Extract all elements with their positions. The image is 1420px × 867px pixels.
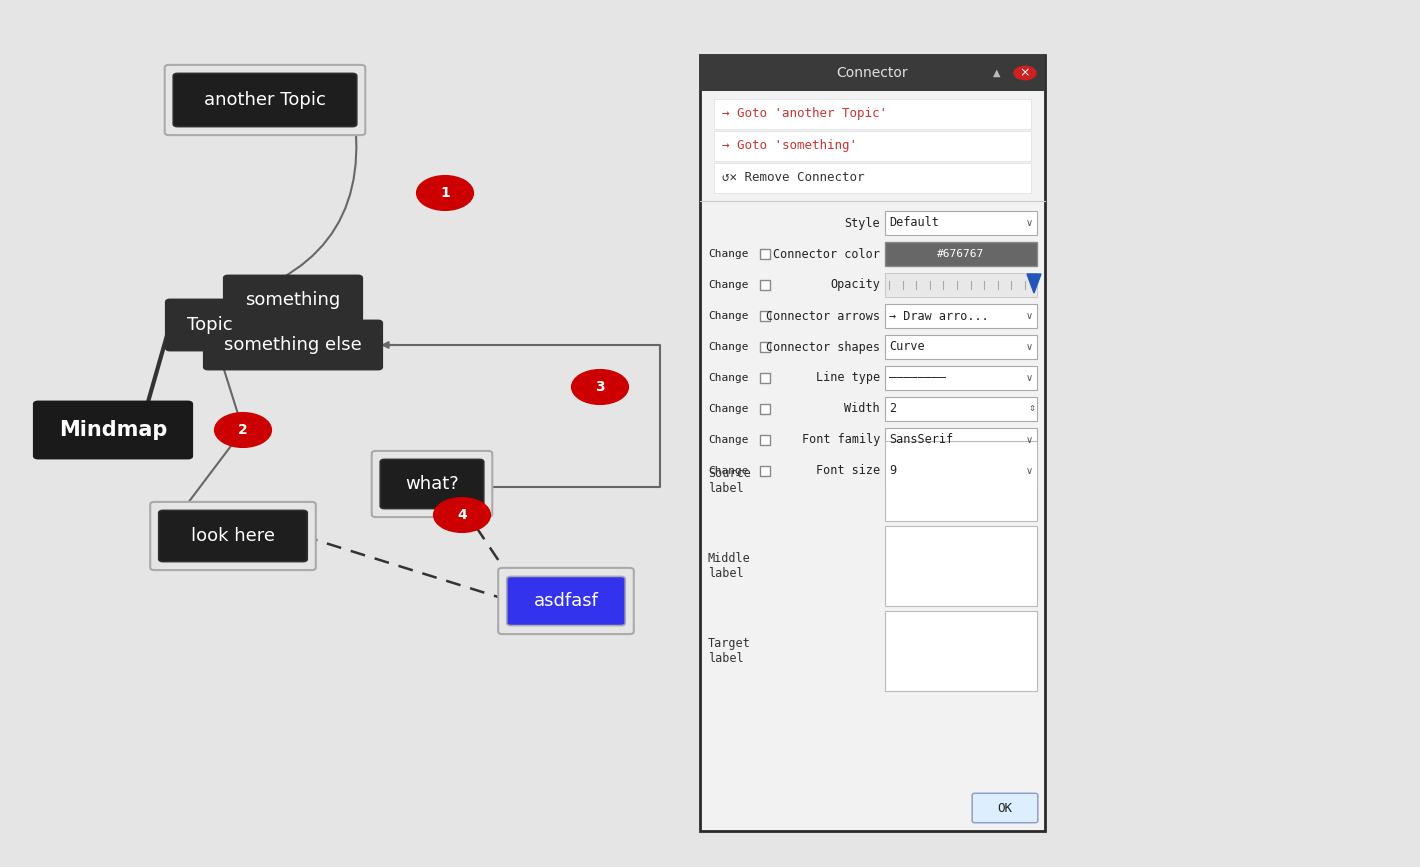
Text: Width: Width xyxy=(845,402,880,415)
Text: ∨: ∨ xyxy=(1025,435,1032,445)
Text: ∨: ∨ xyxy=(1025,218,1032,228)
FancyBboxPatch shape xyxy=(760,404,770,414)
FancyBboxPatch shape xyxy=(885,273,1037,297)
Text: 9: 9 xyxy=(889,465,896,478)
FancyBboxPatch shape xyxy=(372,451,493,517)
Text: what?: what? xyxy=(405,475,459,493)
Text: Mindmap: Mindmap xyxy=(58,420,168,440)
Text: ∨: ∨ xyxy=(1025,311,1032,321)
FancyBboxPatch shape xyxy=(224,276,362,324)
Text: something else: something else xyxy=(224,336,362,354)
FancyBboxPatch shape xyxy=(34,401,192,459)
Text: → Goto 'something': → Goto 'something' xyxy=(721,140,858,153)
Text: Change: Change xyxy=(709,249,748,259)
Text: Curve: Curve xyxy=(889,341,924,354)
Text: 2: 2 xyxy=(889,402,896,415)
Text: ⇕: ⇕ xyxy=(1028,405,1035,414)
FancyBboxPatch shape xyxy=(173,74,356,127)
Polygon shape xyxy=(1027,274,1041,293)
FancyBboxPatch shape xyxy=(760,373,770,383)
Text: look here: look here xyxy=(192,527,275,545)
FancyBboxPatch shape xyxy=(885,459,1037,483)
Text: ▲: ▲ xyxy=(993,68,1001,78)
FancyBboxPatch shape xyxy=(973,793,1038,823)
Text: 3: 3 xyxy=(595,380,605,394)
Text: Line type: Line type xyxy=(816,371,880,384)
Text: 2: 2 xyxy=(239,423,248,437)
Text: Font family: Font family xyxy=(802,434,880,447)
Text: ×: × xyxy=(1020,67,1031,80)
Text: ————————: ———————— xyxy=(889,371,946,384)
Circle shape xyxy=(416,176,473,211)
FancyBboxPatch shape xyxy=(885,441,1037,521)
FancyBboxPatch shape xyxy=(885,335,1037,359)
Text: Source
label: Source label xyxy=(709,467,751,495)
Text: Change: Change xyxy=(709,342,748,352)
Text: Connector color: Connector color xyxy=(772,247,880,260)
Text: #676767: #676767 xyxy=(937,249,984,259)
FancyBboxPatch shape xyxy=(760,311,770,321)
FancyBboxPatch shape xyxy=(381,460,484,509)
Text: Opacity: Opacity xyxy=(831,278,880,291)
Circle shape xyxy=(214,413,271,447)
Text: Default: Default xyxy=(889,217,939,230)
FancyBboxPatch shape xyxy=(151,502,315,570)
FancyBboxPatch shape xyxy=(714,131,1031,161)
Text: something: something xyxy=(246,291,341,309)
Text: → Draw arro...: → Draw arro... xyxy=(889,310,988,323)
Text: Middle
label: Middle label xyxy=(709,552,751,580)
Text: Change: Change xyxy=(709,373,748,383)
Circle shape xyxy=(1014,66,1037,80)
FancyBboxPatch shape xyxy=(885,397,1037,421)
Text: Change: Change xyxy=(709,435,748,445)
Text: Topic: Topic xyxy=(187,316,233,334)
FancyBboxPatch shape xyxy=(885,611,1037,691)
FancyBboxPatch shape xyxy=(885,242,1037,266)
FancyBboxPatch shape xyxy=(159,511,307,562)
Text: ∨: ∨ xyxy=(1025,373,1032,383)
Text: Style: Style xyxy=(845,217,880,230)
FancyBboxPatch shape xyxy=(203,321,382,369)
Text: Connector shapes: Connector shapes xyxy=(765,341,880,354)
FancyBboxPatch shape xyxy=(760,342,770,352)
FancyBboxPatch shape xyxy=(885,304,1037,328)
FancyBboxPatch shape xyxy=(700,55,1045,91)
Text: 4: 4 xyxy=(457,508,467,522)
Text: → Goto 'another Topic': → Goto 'another Topic' xyxy=(721,108,888,121)
FancyBboxPatch shape xyxy=(714,99,1031,129)
Text: Font size: Font size xyxy=(816,465,880,478)
FancyBboxPatch shape xyxy=(507,577,625,626)
Text: Change: Change xyxy=(709,311,748,321)
Text: Change: Change xyxy=(709,466,748,476)
Text: ↺✕ Remove Connector: ↺✕ Remove Connector xyxy=(721,172,865,185)
FancyBboxPatch shape xyxy=(760,466,770,476)
FancyBboxPatch shape xyxy=(885,211,1037,235)
Text: Change: Change xyxy=(709,280,748,290)
Text: ∨: ∨ xyxy=(1025,466,1032,476)
Text: asdfasf: asdfasf xyxy=(534,592,598,610)
FancyBboxPatch shape xyxy=(166,299,254,350)
Circle shape xyxy=(572,369,629,404)
FancyBboxPatch shape xyxy=(165,65,365,135)
Text: Connector: Connector xyxy=(836,66,909,80)
FancyBboxPatch shape xyxy=(498,568,633,634)
FancyBboxPatch shape xyxy=(700,55,1045,831)
Text: Change: Change xyxy=(709,404,748,414)
Text: Target
label: Target label xyxy=(709,637,751,665)
Text: ∨: ∨ xyxy=(1025,342,1032,352)
FancyBboxPatch shape xyxy=(760,249,770,259)
Text: another Topic: another Topic xyxy=(204,91,327,109)
FancyBboxPatch shape xyxy=(885,428,1037,452)
FancyBboxPatch shape xyxy=(760,435,770,445)
FancyBboxPatch shape xyxy=(714,163,1031,193)
Text: OK: OK xyxy=(997,801,1012,814)
FancyBboxPatch shape xyxy=(760,280,770,290)
Text: Connector arrows: Connector arrows xyxy=(765,310,880,323)
FancyBboxPatch shape xyxy=(885,526,1037,606)
Text: 1: 1 xyxy=(440,186,450,200)
FancyBboxPatch shape xyxy=(885,366,1037,390)
Circle shape xyxy=(433,498,490,532)
Text: SansSerif: SansSerif xyxy=(889,434,953,447)
